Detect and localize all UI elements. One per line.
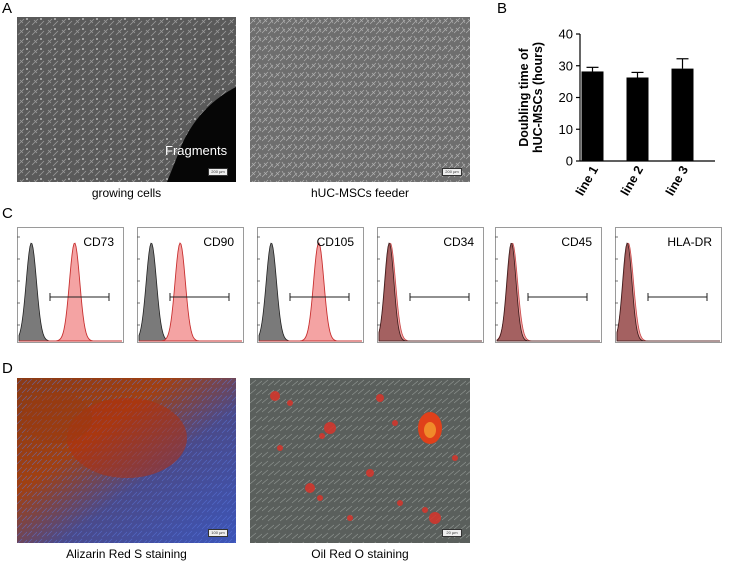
doubling-time-bar-chart: 0 10 20 30 40 Doubling time of hUC-MSCs (hours… xyxy=(517,27,715,198)
y-tick-label: 30 xyxy=(559,58,573,73)
growing-cells-caption: growing cells xyxy=(91,186,162,200)
panel-c-letter: C xyxy=(2,205,13,222)
isotype-control-histogram xyxy=(496,242,600,342)
bar xyxy=(626,77,649,161)
histogram-cd34: CD34 xyxy=(377,227,484,343)
marker-histogram xyxy=(259,242,362,342)
oil-red-o-caption: Oil Red O staining xyxy=(311,547,409,561)
x-tick-label: line 1 xyxy=(573,163,601,198)
marker-label: CD105 xyxy=(316,235,354,249)
panel-d-letter: D xyxy=(2,360,13,377)
y-tick-label: 40 xyxy=(559,27,573,42)
marker-label: CD34 xyxy=(443,235,474,249)
isotype-control-histogram xyxy=(616,242,720,342)
alizarin-red-micrograph: 100 µm xyxy=(17,378,236,543)
marker-histogram xyxy=(19,242,122,342)
x-tick-label: line 2 xyxy=(618,163,646,198)
huc-mscs-feeder-micrograph: 200 µm xyxy=(250,17,470,182)
panel-b-letter: B xyxy=(497,0,508,17)
marker-label: CD73 xyxy=(83,235,114,249)
panel-a-letter: A xyxy=(2,0,13,17)
histogram-cd45: CD45 xyxy=(495,227,602,343)
y-axis-label: Doubling time of xyxy=(517,47,531,146)
x-tick-label: line 3 xyxy=(663,163,691,198)
bar xyxy=(671,68,694,161)
marker-label: CD45 xyxy=(561,235,592,249)
marker-label: CD90 xyxy=(203,235,234,249)
alizarin-red-caption: Alizarin Red S staining xyxy=(66,547,187,561)
fragments-label: Fragments xyxy=(165,143,228,158)
histogram-cd105: CD105 xyxy=(257,227,364,343)
y-axis-label: hUC-MSCs (hours) xyxy=(531,42,545,153)
histogram-cd90: CD90 xyxy=(137,227,244,343)
huc-mscs-feeder-caption: hUC-MSCs feeder xyxy=(310,186,410,200)
growing-cells-micrograph: Fragments 200 µm xyxy=(17,17,236,182)
scale-bar: 20 µm xyxy=(442,529,462,537)
histogram-cd73: CD73 xyxy=(17,227,124,343)
isotype-control-histogram xyxy=(378,242,482,342)
y-tick-label: 0 xyxy=(566,154,573,169)
y-tick-label: 10 xyxy=(559,122,573,137)
oil-red-o-micrograph: 20 µm xyxy=(250,378,470,543)
marker-label: HLA-DR xyxy=(667,235,712,249)
bar xyxy=(581,71,604,161)
scale-bar: 100 µm xyxy=(208,529,228,537)
scale-bar: 200 µm xyxy=(208,168,228,176)
scale-bar: 200 µm xyxy=(442,168,462,176)
histogram-hla-dr: HLA-DR xyxy=(615,227,722,343)
marker-histogram xyxy=(139,242,242,342)
y-tick-label: 20 xyxy=(559,90,573,105)
